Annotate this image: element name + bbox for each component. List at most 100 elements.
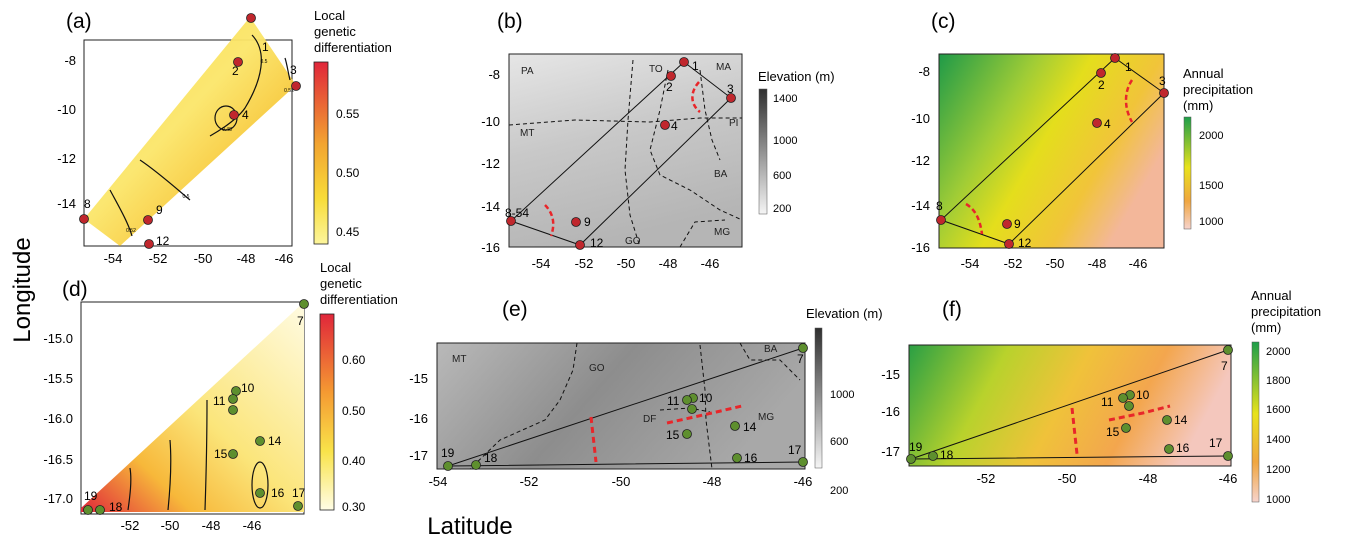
legend-title: Elevation (m) xyxy=(806,306,883,321)
sample-point xyxy=(471,460,481,470)
panel-e: (e) MT GO BA DF MG -15 -16 -17 -54 -52 -… xyxy=(409,298,882,497)
legend-title-line: Local xyxy=(320,260,351,275)
y-tick-label: -16.5 xyxy=(43,452,73,467)
sample-point xyxy=(1118,393,1128,403)
point-label: 3 xyxy=(727,82,734,96)
sample-point xyxy=(293,501,303,511)
y-tick-label: -8 xyxy=(64,53,76,68)
y-tick-label: -16 xyxy=(911,240,930,255)
panel-a-contour xyxy=(109,189,133,237)
panel-a-letter: (a) xyxy=(66,10,92,33)
panel-a-legend: Local genetic differentiation 0.55 0.50 … xyxy=(313,8,392,245)
legend-tick-label: 1800 xyxy=(1266,375,1290,387)
point-label: 2 xyxy=(1098,78,1105,92)
region-label: BA xyxy=(714,169,728,180)
y-tick-label: -14 xyxy=(481,199,500,214)
x-tick-label: -54 xyxy=(961,256,980,271)
x-tick-label: -46 xyxy=(794,474,813,489)
legend-tick-label: 0.40 xyxy=(342,454,366,468)
sample-point xyxy=(798,457,808,467)
region-label: GO xyxy=(589,363,605,374)
point-label: 19 xyxy=(441,446,455,460)
point-label: 4 xyxy=(242,108,249,122)
region-label: MT xyxy=(520,128,534,139)
x-tick-label: -54 xyxy=(104,251,123,266)
legend-title-line: Annual xyxy=(1183,66,1224,81)
colorbar xyxy=(814,327,823,469)
point-label: 19 xyxy=(909,440,923,454)
x-tick-label: -52 xyxy=(575,256,594,271)
sample-point xyxy=(906,454,916,464)
panel-a: (a) 0.48 0.5 0.52 0.5 0.52 -8 -10 -12 -1… xyxy=(57,8,392,266)
sample-point xyxy=(730,421,740,431)
legend-tick-label: 200 xyxy=(830,485,848,497)
point-label: 12 xyxy=(1018,236,1032,250)
panel-d-surface xyxy=(81,302,304,512)
x-tick-label: -46 xyxy=(1129,256,1148,271)
panel-c-legend: Annual precipitation (mm) 2000 1500 1000 xyxy=(1183,66,1253,230)
point-label: 1 xyxy=(1125,60,1132,74)
x-tick-label: -52 xyxy=(520,474,539,489)
point-label: 15 xyxy=(666,428,680,442)
x-tick-label: -54 xyxy=(532,256,551,271)
legend-tick-label: 0.30 xyxy=(342,500,366,514)
legend-title: Elevation (m) xyxy=(758,69,835,84)
point-label: 7 xyxy=(1221,359,1228,373)
x-tick-label: -46 xyxy=(1219,471,1238,486)
sample-point xyxy=(228,405,238,415)
y-tick-label: -15.5 xyxy=(43,371,73,386)
region-label: MG xyxy=(758,412,774,423)
panel-c-letter: (c) xyxy=(931,10,956,33)
legend-tick-label: 2000 xyxy=(1266,346,1290,358)
region-label: PI xyxy=(729,118,738,129)
legend-tick-label: 1000 xyxy=(773,135,797,147)
y-tick-label: -16 xyxy=(481,240,500,255)
legend-title-line: Local xyxy=(314,8,345,23)
sample-point xyxy=(1002,219,1012,229)
barrier-line xyxy=(965,202,984,235)
point-label: 19 xyxy=(84,489,98,503)
barrier-line xyxy=(1108,404,1171,422)
sample-point xyxy=(1092,118,1102,128)
x-tick-label: -50 xyxy=(1058,471,1077,486)
sample-point xyxy=(1124,401,1134,411)
panel-d-letter: (d) xyxy=(62,278,88,301)
sample-point xyxy=(143,215,153,225)
point-label: 1 xyxy=(262,40,269,54)
barrier-line xyxy=(666,404,743,425)
panel-b-legend: Elevation (m) 1400 1000 600 200 xyxy=(758,69,835,215)
x-tick-label: -48 xyxy=(237,251,256,266)
legend-tick-label: 1200 xyxy=(1266,464,1290,476)
point-label: 8-54 xyxy=(505,206,529,220)
point-label: 3 xyxy=(290,63,297,77)
colorbar xyxy=(313,61,329,245)
x-tick-label: -48 xyxy=(1088,256,1107,271)
point-label: 17 xyxy=(788,443,802,457)
panel-f-letter: (f) xyxy=(942,298,962,321)
state-border xyxy=(649,69,743,221)
sample-point xyxy=(687,404,697,414)
sample-point xyxy=(228,449,238,459)
y-tick-label: -17 xyxy=(409,448,428,463)
region-label: TO xyxy=(649,64,663,75)
y-tick-label: -16 xyxy=(881,404,900,419)
y-tick-label: -10 xyxy=(911,111,930,126)
legend-title-line: differentiation xyxy=(320,292,398,307)
sample-point xyxy=(732,453,742,463)
point-label: 8 xyxy=(936,199,943,213)
x-tick-label: -50 xyxy=(617,256,636,271)
point-label: 14 xyxy=(743,420,757,434)
legend-title-line: differentiation xyxy=(314,40,392,55)
x-tick-label: -48 xyxy=(202,518,221,533)
sample-point xyxy=(660,120,670,130)
legend-tick-label: 0.45 xyxy=(336,225,360,239)
legend-tick-label: 1000 xyxy=(1199,216,1223,228)
sample-point xyxy=(1096,68,1106,78)
barrier-line xyxy=(1070,407,1079,455)
colorbar xyxy=(1251,341,1260,503)
panel-d-legend: Local genetic differentiation 0.60 0.50 … xyxy=(319,260,398,514)
sample-point xyxy=(679,57,689,67)
point-label: 7 xyxy=(797,352,804,366)
sample-point xyxy=(246,13,256,23)
